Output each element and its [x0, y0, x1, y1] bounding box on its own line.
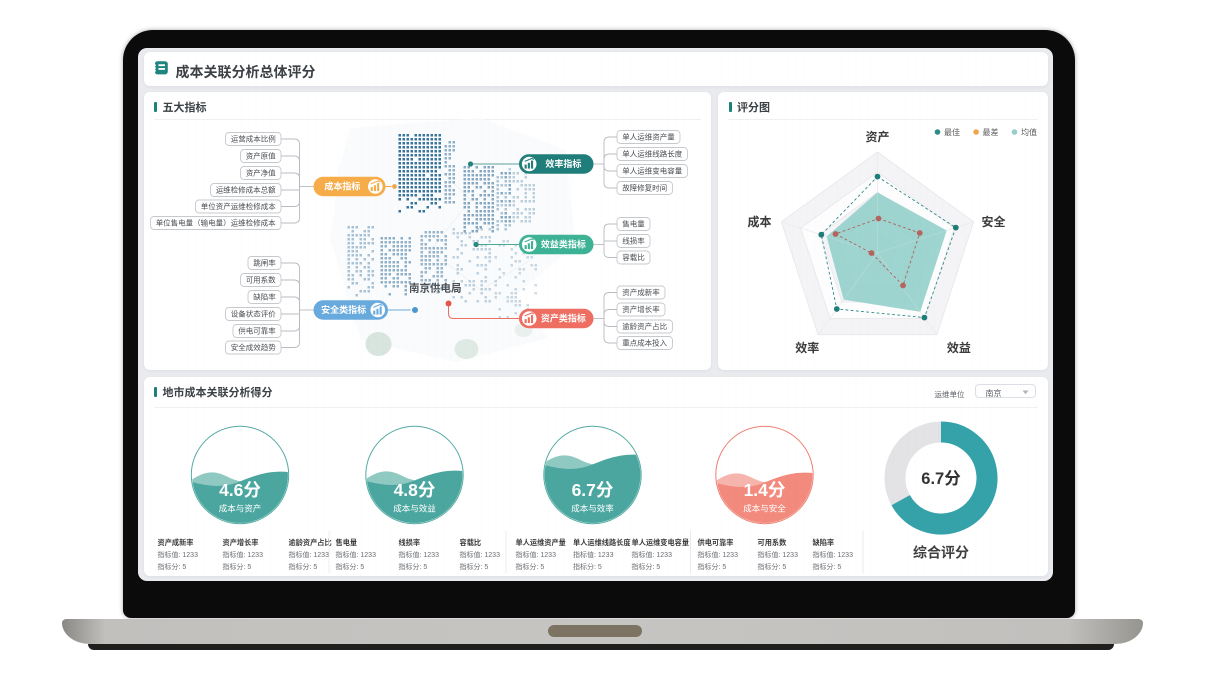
svg-text:资产类指标: 资产类指标: [540, 312, 585, 325]
svg-text:单人运维变电容量: 单人运维变电容量: [622, 166, 682, 177]
svg-text:4.8分: 4.8分: [393, 477, 435, 502]
svg-text:指标值: 1233: 指标值: 1233: [459, 550, 500, 560]
svg-text:指标分: 5: 指标分: 5: [812, 562, 841, 572]
svg-text:安全: 安全: [981, 213, 1005, 230]
svg-text:资产: 资产: [865, 128, 889, 145]
svg-text:运维检修成本总额: 运维检修成本总额: [215, 185, 275, 196]
svg-text:1.4分: 1.4分: [743, 477, 785, 502]
svg-text:指标分: 5: 指标分: 5: [757, 562, 786, 572]
svg-text:指标分: 5: 指标分: 5: [697, 562, 726, 572]
svg-text:成本指标: 成本指标: [324, 180, 360, 193]
svg-text:安全类指标: 安全类指标: [321, 303, 366, 316]
svg-text:6.7分: 6.7分: [921, 465, 961, 489]
svg-text:故障修复时间: 故障修复时间: [622, 183, 667, 194]
svg-text:资产增长率: 资产增长率: [222, 538, 258, 548]
svg-text:资产成新率: 资产成新率: [622, 287, 660, 298]
svg-text:逾龄资产占比: 逾龄资产占比: [288, 538, 331, 548]
svg-text:最佳: 最佳: [944, 127, 960, 138]
svg-text:资产净值: 资产净值: [245, 168, 275, 179]
svg-text:指标值: 1233: 指标值: 1233: [335, 550, 376, 560]
svg-text:指标分: 5: 指标分: 5: [459, 562, 488, 572]
svg-text:单人运维线路长度: 单人运维线路长度: [573, 538, 631, 548]
svg-text:指标值: 1233: 指标值: 1233: [288, 550, 329, 560]
svg-text:指标值: 1233: 指标值: 1233: [222, 550, 263, 560]
svg-text:单人运维资产量: 单人运维资产量: [622, 132, 675, 143]
svg-text:设备状态评价: 设备状态评价: [230, 309, 275, 320]
svg-text:指标分: 5: 指标分: 5: [573, 562, 602, 572]
svg-text:线损率: 线损率: [398, 538, 420, 548]
svg-text:效益: 效益: [946, 339, 970, 356]
svg-text:效率: 效率: [795, 339, 819, 356]
svg-text:逾龄资产占比: 逾龄资产占比: [622, 321, 667, 332]
svg-text:单人运维资产量: 单人运维资产量: [515, 538, 565, 548]
svg-text:指标分: 5: 指标分: 5: [222, 562, 251, 572]
svg-text:南京供电局: 南京供电局: [409, 281, 462, 296]
svg-text:成本与资产: 成本与资产: [218, 503, 261, 515]
svg-text:6.7分: 6.7分: [571, 477, 613, 502]
svg-text:线损率: 线损率: [622, 236, 645, 247]
svg-text:供电可靠率: 供电可靠率: [697, 538, 733, 548]
svg-text:指标分: 5: 指标分: 5: [288, 562, 317, 572]
svg-text:资产增长率: 资产增长率: [622, 304, 660, 315]
svg-text:均值: 均值: [1021, 127, 1037, 138]
svg-text:跳闸率: 跳闸率: [253, 258, 276, 269]
svg-text:单人运维线路长度: 单人运维线路长度: [622, 149, 682, 160]
svg-text:运营成本比例: 运营成本比例: [230, 134, 275, 145]
svg-text:缺陷率: 缺陷率: [812, 538, 834, 548]
svg-text:指标值: 1233: 指标值: 1233: [631, 550, 672, 560]
svg-text:售电量: 售电量: [622, 219, 645, 230]
svg-text:4.6分: 4.6分: [219, 477, 261, 502]
svg-text:成本与效益: 成本与效益: [393, 503, 436, 515]
svg-text:指标分: 5: 指标分: 5: [157, 562, 186, 572]
svg-text:容载比: 容载比: [459, 538, 481, 548]
svg-text:效益类指标: 效益类指标: [540, 238, 585, 251]
svg-text:指标分: 5: 指标分: 5: [398, 562, 427, 572]
svg-text:供电可靠率: 供电可靠率: [238, 326, 276, 337]
svg-text:指标值: 1233: 指标值: 1233: [515, 550, 556, 560]
svg-text:最差: 最差: [982, 127, 998, 138]
svg-text:指标值: 1233: 指标值: 1233: [697, 550, 738, 560]
svg-text:缺陷率: 缺陷率: [253, 292, 276, 303]
svg-text:指标值: 1233: 指标值: 1233: [157, 550, 198, 560]
svg-text:成本与安全: 成本与安全: [743, 503, 786, 515]
svg-text:指标值: 1233: 指标值: 1233: [573, 550, 614, 560]
svg-text:成本: 成本: [747, 213, 771, 230]
svg-text:指标值: 1233: 指标值: 1233: [757, 550, 798, 560]
svg-text:可用系数: 可用系数: [245, 275, 275, 286]
svg-text:资产原值: 资产原值: [245, 151, 275, 162]
svg-text:指标分: 5: 指标分: 5: [631, 562, 660, 572]
svg-text:指标值: 1233: 指标值: 1233: [398, 550, 439, 560]
svg-text:重点成本投入: 重点成本投入: [622, 338, 667, 349]
svg-text:指标值: 1233: 指标值: 1233: [812, 550, 853, 560]
svg-text:容载比: 容载比: [622, 252, 645, 263]
svg-text:指标分: 5: 指标分: 5: [335, 562, 364, 572]
svg-text:单位资产运维检修成本: 单位资产运维检修成本: [200, 201, 275, 212]
svg-text:综合评分: 综合评分: [913, 543, 969, 563]
svg-text:售电量: 售电量: [335, 538, 357, 548]
svg-text:成本与效率: 成本与效率: [571, 503, 614, 515]
svg-text:单位售电量（输电量）运维检修成本: 单位售电量（输电量）运维检修成本: [155, 218, 275, 229]
svg-text:资产成新率: 资产成新率: [157, 538, 193, 548]
svg-text:单人运维变电容量: 单人运维变电容量: [631, 538, 689, 548]
svg-text:效率指标: 效率指标: [545, 157, 581, 170]
svg-text:指标分: 5: 指标分: 5: [515, 562, 544, 572]
svg-text:安全成效趋势: 安全成效趋势: [230, 342, 275, 353]
svg-text:可用系数: 可用系数: [757, 538, 787, 548]
